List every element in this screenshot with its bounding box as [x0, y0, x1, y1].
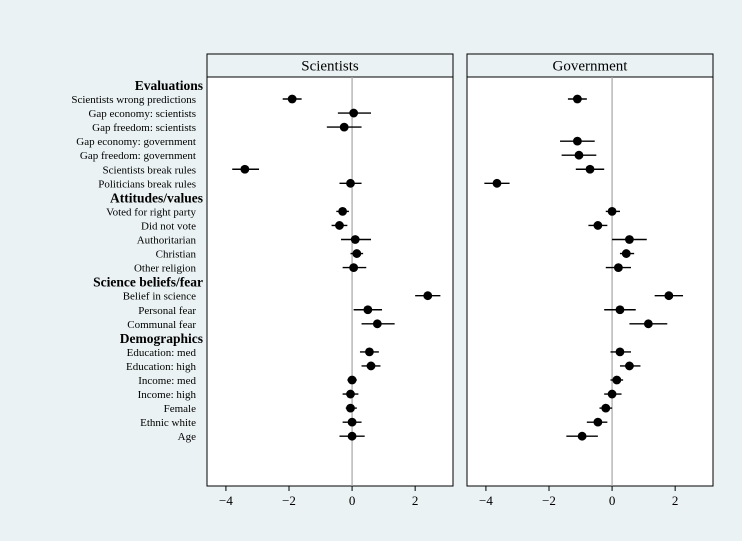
estimate-point [349, 108, 359, 118]
estimate-point [346, 403, 355, 413]
x-tick-label: −4 [479, 493, 493, 508]
x-tick-label: −2 [282, 493, 296, 508]
estimate-point [352, 249, 362, 258]
row-label: Personal fear [138, 305, 196, 317]
estimate-point [572, 94, 582, 104]
estimate-point [643, 319, 653, 329]
row-label: Communal fear [127, 319, 196, 331]
estimate-point [664, 291, 674, 301]
estimate-point [572, 136, 582, 146]
row-label: Gap economy: government [76, 136, 196, 148]
estimate-point [625, 235, 634, 244]
row-label: Education: high [126, 361, 196, 373]
row-label: Ethnic white [140, 417, 196, 429]
estimate-point [601, 403, 611, 413]
estimate-point [585, 164, 595, 174]
estimate-point [339, 122, 349, 132]
estimate-point [349, 263, 359, 272]
row-label: Other religion [134, 263, 197, 275]
row-label: Female [164, 403, 196, 415]
estimate-point [612, 375, 622, 385]
estimate-point [593, 221, 603, 230]
estimate-point [492, 178, 502, 188]
estimate-point [593, 417, 603, 427]
estimate-point [346, 178, 355, 188]
estimate-point [577, 431, 587, 441]
x-tick-label: 2 [412, 493, 419, 508]
x-tick-label: −2 [542, 493, 556, 508]
group-heading: Science beliefs/fear [93, 275, 203, 290]
estimate-point [346, 389, 355, 399]
x-tick-label: 2 [672, 493, 679, 508]
group-heading: Attitudes/values [110, 190, 203, 205]
estimate-point [621, 249, 631, 258]
estimate-point [347, 431, 357, 441]
panel-title-scientists: Scientists [301, 59, 359, 75]
estimate-point [423, 291, 433, 301]
estimate-point [607, 389, 617, 399]
estimate-point [607, 207, 617, 216]
estimate-point [615, 347, 625, 357]
panel-title-government: Government [553, 59, 629, 75]
x-tick-label: 0 [609, 493, 616, 508]
estimate-point [372, 319, 382, 329]
row-label: Christian [156, 249, 197, 261]
estimate-point [350, 235, 360, 244]
row-label: Gap economy: scientists [88, 108, 196, 120]
estimate-point [625, 361, 634, 371]
row-label: Education: med [127, 347, 197, 359]
row-label: Income: med [138, 375, 196, 387]
panel-plot-area-government [466, 76, 714, 487]
row-label: Scientists break rules [103, 164, 196, 176]
row-label: Did not vote [141, 220, 196, 232]
estimate-point [338, 207, 348, 216]
x-tick-label: −4 [219, 493, 233, 508]
row-label: Age [178, 431, 196, 443]
row-label: Gap freedom: scientists [92, 122, 196, 134]
group-heading: Demographics [120, 331, 203, 346]
estimate-point [363, 305, 373, 315]
estimate-point [366, 361, 376, 371]
x-tick-label: 0 [349, 493, 356, 508]
row-label: Belief in science [123, 291, 196, 303]
estimate-point [615, 305, 625, 315]
row-label: Voted for right party [106, 206, 196, 218]
estimate-point [574, 150, 584, 160]
estimate-point [335, 221, 344, 230]
estimate-point [240, 164, 250, 174]
row-label: Authoritarian [137, 235, 197, 247]
estimate-point [365, 347, 374, 357]
row-label: Scientists wrong predictions [71, 94, 196, 106]
panel-plot-area-scientists [206, 76, 454, 487]
group-heading: Evaluations [135, 78, 203, 93]
estimate-point [287, 94, 297, 104]
row-label: Politicians break rules [98, 178, 196, 190]
estimate-point [347, 375, 357, 385]
row-label: Income: high [138, 389, 197, 401]
row-label: Gap freedom: government [80, 150, 196, 162]
estimate-point [613, 263, 623, 272]
estimate-point [347, 417, 357, 427]
